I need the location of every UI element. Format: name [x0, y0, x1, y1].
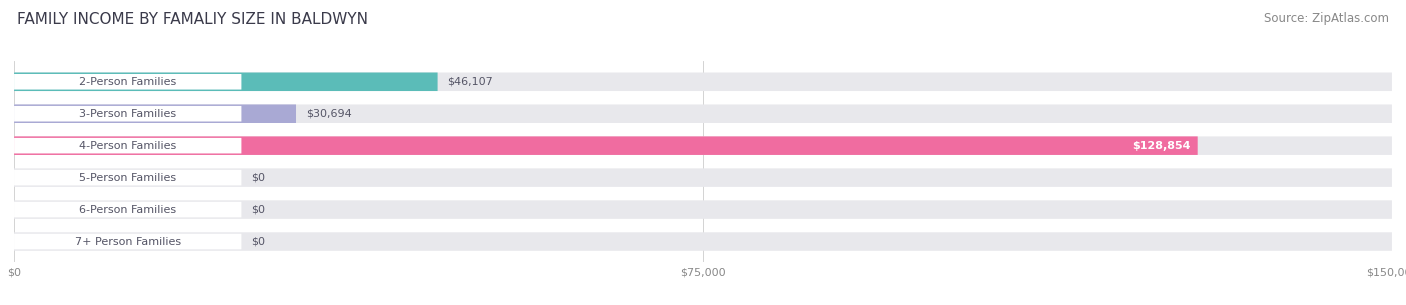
FancyBboxPatch shape [14, 136, 1198, 155]
FancyBboxPatch shape [14, 104, 297, 123]
FancyBboxPatch shape [14, 232, 1392, 251]
FancyBboxPatch shape [14, 73, 437, 91]
FancyBboxPatch shape [14, 136, 1392, 155]
Text: 6-Person Families: 6-Person Families [79, 205, 176, 215]
Text: 7+ Person Families: 7+ Person Families [75, 237, 181, 246]
FancyBboxPatch shape [14, 104, 1392, 123]
Text: $0: $0 [252, 237, 266, 246]
FancyBboxPatch shape [14, 234, 242, 249]
Text: FAMILY INCOME BY FAMALIY SIZE IN BALDWYN: FAMILY INCOME BY FAMALIY SIZE IN BALDWYN [17, 12, 368, 27]
Text: 3-Person Families: 3-Person Families [79, 109, 176, 119]
Text: 2-Person Families: 2-Person Families [79, 77, 176, 87]
Text: Source: ZipAtlas.com: Source: ZipAtlas.com [1264, 12, 1389, 25]
FancyBboxPatch shape [14, 200, 1392, 219]
Text: $0: $0 [252, 205, 266, 215]
FancyBboxPatch shape [14, 170, 242, 185]
FancyBboxPatch shape [14, 202, 242, 217]
FancyBboxPatch shape [14, 106, 242, 121]
Text: $0: $0 [252, 173, 266, 183]
Text: $30,694: $30,694 [305, 109, 352, 119]
Text: 5-Person Families: 5-Person Families [79, 173, 176, 183]
Text: $46,107: $46,107 [447, 77, 494, 87]
FancyBboxPatch shape [14, 168, 1392, 187]
Text: 4-Person Families: 4-Person Families [79, 141, 176, 151]
Text: $128,854: $128,854 [1132, 141, 1191, 151]
FancyBboxPatch shape [14, 138, 242, 153]
FancyBboxPatch shape [14, 73, 1392, 91]
FancyBboxPatch shape [14, 74, 242, 90]
